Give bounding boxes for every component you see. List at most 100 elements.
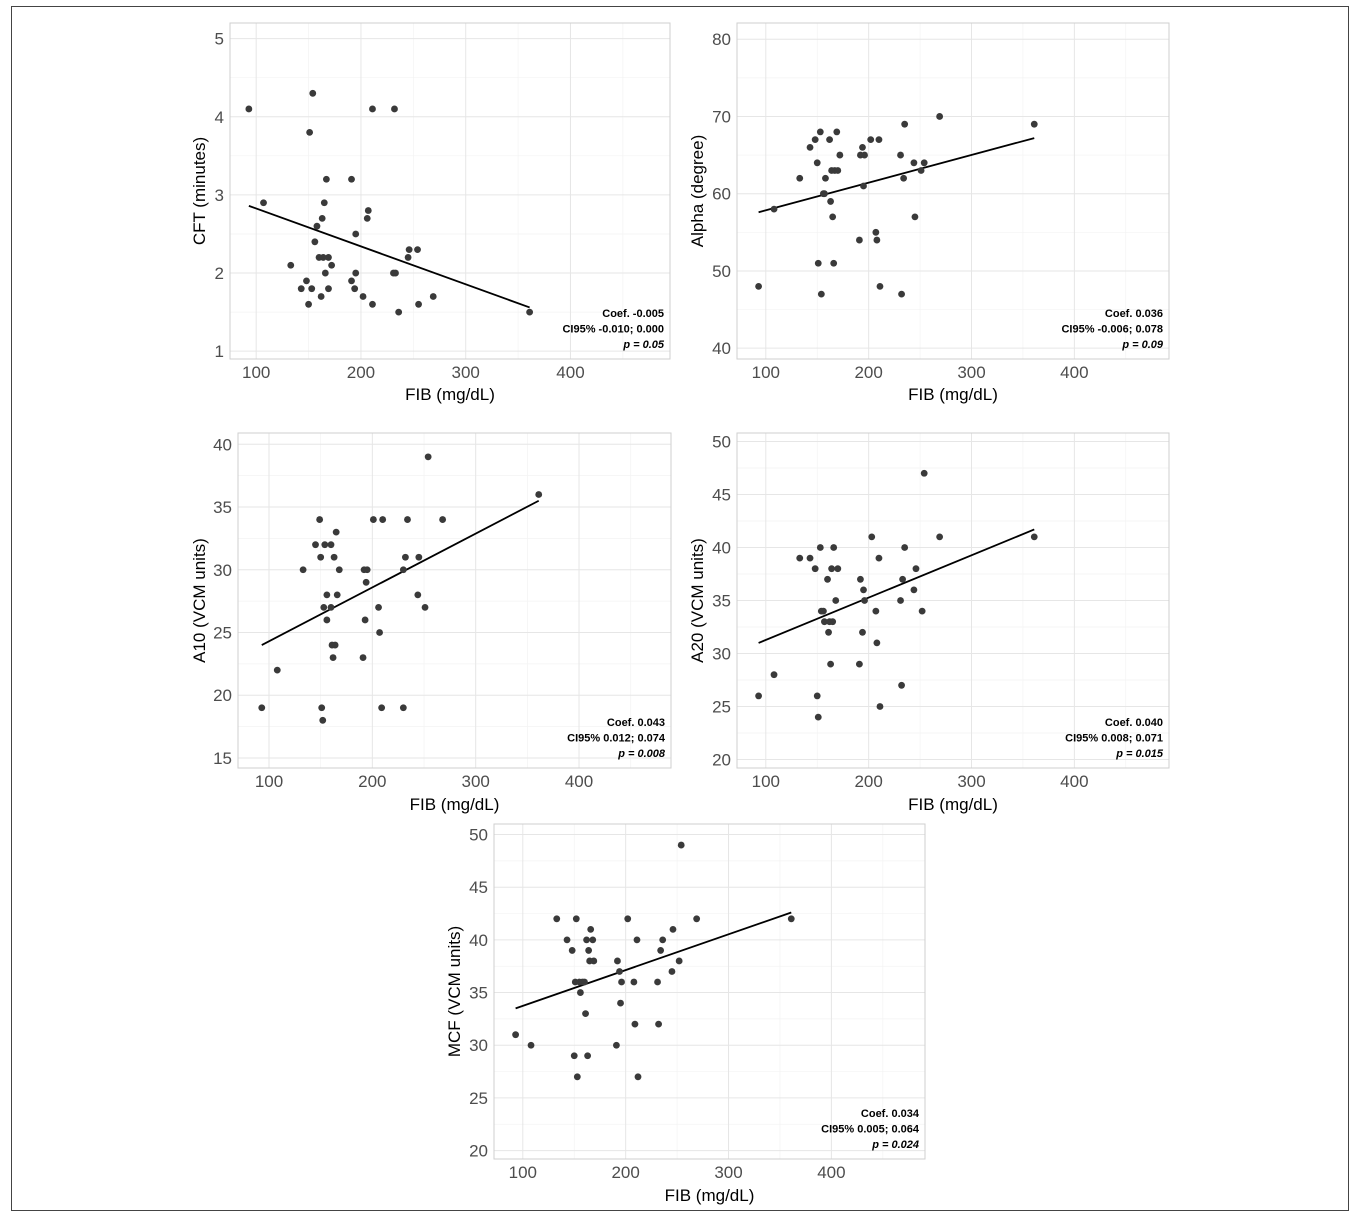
data-point <box>631 1020 639 1028</box>
data-point <box>584 1052 592 1060</box>
x-tick-label: 300 <box>452 363 480 382</box>
y-tick-label: 50 <box>712 262 731 281</box>
data-point <box>796 174 804 182</box>
data-point <box>526 308 534 316</box>
data-point <box>873 236 881 244</box>
x-tick-label: 100 <box>752 363 780 382</box>
y-tick-label: 15 <box>213 749 232 768</box>
data-point <box>806 143 814 151</box>
data-point <box>813 692 821 700</box>
data-point <box>375 604 382 611</box>
x-axis-title: FIB (mg/dL) <box>410 795 500 814</box>
data-point <box>901 120 909 128</box>
data-point <box>512 1031 520 1039</box>
y-axis-title: MCF (VCM units) <box>445 926 464 1057</box>
data-point <box>415 553 423 561</box>
y-tick-label: 4 <box>215 108 224 127</box>
data-point <box>814 713 822 721</box>
y-tick-label: 2 <box>215 264 224 283</box>
data-point <box>563 936 571 944</box>
data-point <box>655 1020 662 1028</box>
y-tick-label: 20 <box>469 1142 488 1161</box>
data-point <box>910 159 918 167</box>
y-axis-title: A20 (VCM units) <box>688 538 707 663</box>
data-point <box>912 565 920 573</box>
y-tick-label: 3 <box>215 186 224 205</box>
x-tick-label: 400 <box>817 1163 845 1182</box>
data-point <box>287 261 295 269</box>
y-tick-label: 45 <box>469 878 488 897</box>
data-point <box>1030 120 1038 128</box>
data-point <box>312 541 319 549</box>
panel-cft: 100 200 300 400 1 2 3 4 5 FIB (mg/dL) CFT (minutes… <box>190 22 671 404</box>
data-point <box>317 293 325 300</box>
data-point <box>320 604 328 611</box>
data-point <box>395 308 403 316</box>
data-point <box>693 915 701 923</box>
data-point <box>573 1073 581 1081</box>
plot-background <box>238 433 671 768</box>
data-point <box>824 575 831 583</box>
regression-line <box>758 137 1035 214</box>
data-point <box>335 566 343 574</box>
data-point <box>821 618 828 626</box>
data-point <box>856 660 863 668</box>
data-point <box>872 228 880 236</box>
data-point <box>319 716 327 724</box>
data-point <box>308 285 316 293</box>
y-tick-label: 40 <box>712 538 731 557</box>
data-point <box>618 978 625 986</box>
x-tick-label: 200 <box>611 1163 639 1182</box>
x-axis-title: FIB (mg/dL) <box>908 385 998 404</box>
data-point <box>898 681 905 689</box>
data-point <box>826 136 833 144</box>
data-point <box>825 628 832 636</box>
data-point <box>364 207 372 214</box>
data-point <box>568 947 576 954</box>
y-tick-label: 80 <box>712 30 731 49</box>
y-tick-label: 35 <box>712 592 731 611</box>
data-point <box>859 143 866 151</box>
data-point <box>624 915 632 923</box>
data-point <box>811 136 819 144</box>
data-point <box>868 533 876 541</box>
data-point <box>821 190 828 198</box>
data-point <box>654 978 661 986</box>
data-point <box>361 616 369 624</box>
annotation-p-value: p = 0.024 <box>871 1139 919 1151</box>
data-point <box>920 159 928 167</box>
regression-line <box>515 911 792 1010</box>
y-tick-label: 30 <box>712 645 731 664</box>
data-point <box>330 553 338 561</box>
data-point <box>828 565 836 573</box>
data-point <box>1030 533 1038 541</box>
data-point <box>553 915 561 923</box>
data-point <box>405 246 413 254</box>
data-point <box>806 554 814 562</box>
data-point <box>857 575 864 583</box>
data-point <box>814 259 822 267</box>
data-point <box>311 238 319 246</box>
data-point <box>399 704 407 712</box>
data-point <box>630 978 638 986</box>
data-point <box>677 841 685 849</box>
annotation-ci: CI95% -0.006; 0.078 <box>1061 324 1163 336</box>
annotation-coef: Coef. 0.043 <box>607 717 665 729</box>
data-point <box>834 167 842 174</box>
data-point <box>917 167 925 174</box>
annotation-ci: CI95% 0.005; 0.064 <box>821 1124 920 1136</box>
data-point <box>414 246 421 254</box>
data-point <box>585 947 593 954</box>
annotation-p-value: p = 0.05 <box>622 339 665 351</box>
panel-border <box>229 22 671 360</box>
data-point <box>581 978 588 986</box>
data-point <box>834 565 842 573</box>
y-tick-label: 40 <box>213 435 232 454</box>
data-point <box>872 607 880 615</box>
y-axis-title: A10 (VCM units) <box>190 538 209 663</box>
data-point <box>369 105 376 113</box>
data-point <box>873 639 881 647</box>
data-point <box>332 528 340 536</box>
